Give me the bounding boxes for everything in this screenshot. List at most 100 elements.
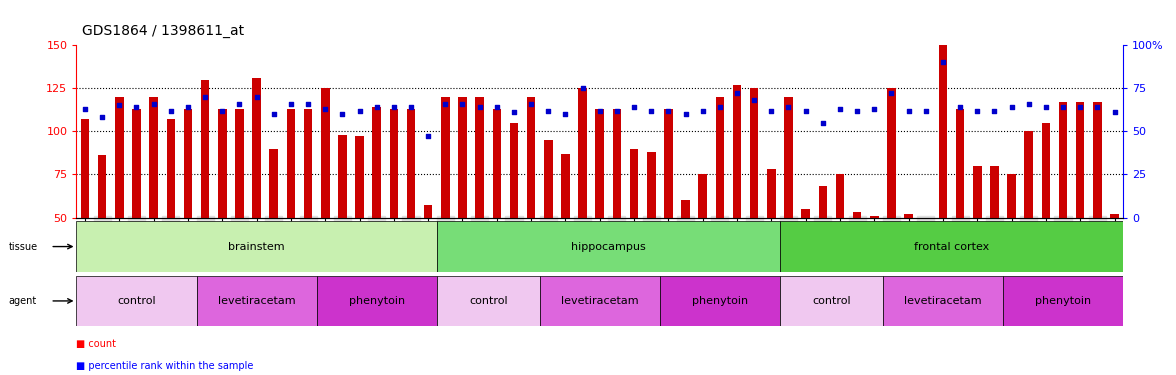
- Point: [968, 108, 987, 114]
- Point: [299, 100, 318, 106]
- Bar: [269, 148, 278, 217]
- Point: [75, 106, 94, 112]
- Point: [1020, 100, 1038, 106]
- Point: [779, 104, 797, 110]
- Bar: [544, 140, 553, 218]
- Bar: [883, 276, 1003, 326]
- Point: [453, 100, 472, 106]
- Bar: [235, 109, 243, 217]
- Point: [710, 104, 729, 110]
- Point: [814, 120, 833, 126]
- Point: [505, 109, 523, 115]
- Bar: [780, 221, 1123, 272]
- Bar: [218, 109, 227, 217]
- Point: [402, 104, 421, 110]
- Text: control: control: [469, 296, 508, 306]
- Text: levetiracetam: levetiracetam: [218, 296, 295, 306]
- Text: phenytoin: phenytoin: [691, 296, 748, 306]
- Bar: [493, 109, 501, 217]
- Point: [281, 100, 300, 106]
- Bar: [1110, 214, 1118, 217]
- Point: [744, 97, 763, 103]
- Bar: [681, 200, 690, 217]
- Bar: [660, 276, 780, 326]
- Text: levetiracetam: levetiracetam: [561, 296, 639, 306]
- Bar: [836, 174, 844, 217]
- Bar: [1058, 102, 1068, 218]
- Bar: [664, 109, 673, 217]
- Bar: [436, 276, 540, 326]
- Point: [590, 108, 609, 114]
- Point: [694, 108, 713, 114]
- Bar: [767, 169, 776, 217]
- Bar: [733, 85, 741, 218]
- Bar: [115, 97, 123, 218]
- Bar: [630, 148, 639, 217]
- Bar: [990, 166, 998, 218]
- Point: [265, 111, 283, 117]
- Point: [470, 104, 489, 110]
- Bar: [613, 109, 621, 217]
- Bar: [373, 107, 381, 218]
- Text: ■ count: ■ count: [76, 339, 116, 349]
- Bar: [441, 97, 449, 218]
- Bar: [436, 221, 780, 272]
- Bar: [1093, 102, 1102, 218]
- Text: frontal cortex: frontal cortex: [914, 242, 989, 252]
- Bar: [201, 80, 209, 218]
- Text: phenytoin: phenytoin: [348, 296, 405, 306]
- Bar: [98, 155, 107, 218]
- Bar: [870, 216, 878, 217]
- Point: [762, 108, 781, 114]
- Bar: [509, 123, 519, 218]
- Bar: [853, 212, 861, 217]
- Point: [642, 108, 661, 114]
- Point: [1054, 104, 1073, 110]
- Bar: [780, 276, 883, 326]
- Point: [419, 134, 437, 140]
- Bar: [540, 276, 660, 326]
- Point: [333, 111, 352, 117]
- Bar: [303, 109, 313, 217]
- Bar: [904, 214, 913, 217]
- Bar: [321, 88, 329, 218]
- Bar: [956, 109, 964, 217]
- Text: control: control: [813, 296, 850, 306]
- Bar: [389, 109, 399, 217]
- Point: [487, 104, 506, 110]
- Bar: [423, 206, 433, 218]
- Point: [145, 100, 163, 106]
- Point: [1071, 104, 1090, 110]
- Text: phenytoin: phenytoin: [1035, 296, 1091, 306]
- Point: [230, 100, 249, 106]
- Point: [350, 108, 369, 114]
- Point: [848, 108, 867, 114]
- Point: [573, 85, 592, 91]
- Point: [1105, 109, 1124, 115]
- Bar: [183, 109, 192, 217]
- Point: [796, 108, 815, 114]
- Bar: [149, 97, 158, 218]
- Point: [436, 100, 455, 106]
- Bar: [459, 97, 467, 218]
- Point: [900, 108, 918, 114]
- Point: [985, 108, 1004, 114]
- Bar: [1042, 123, 1050, 218]
- Bar: [1076, 102, 1084, 218]
- Point: [1088, 104, 1107, 110]
- Bar: [132, 109, 141, 217]
- Point: [195, 94, 214, 100]
- Point: [109, 102, 128, 108]
- Bar: [1008, 174, 1016, 217]
- Bar: [579, 88, 587, 218]
- Bar: [887, 88, 896, 218]
- Bar: [1024, 131, 1033, 218]
- Point: [179, 104, 198, 110]
- Point: [539, 108, 557, 114]
- Bar: [561, 154, 569, 218]
- Text: tissue: tissue: [8, 242, 38, 252]
- Point: [127, 104, 146, 110]
- Bar: [818, 186, 827, 218]
- Bar: [1003, 276, 1123, 326]
- Point: [1036, 104, 1055, 110]
